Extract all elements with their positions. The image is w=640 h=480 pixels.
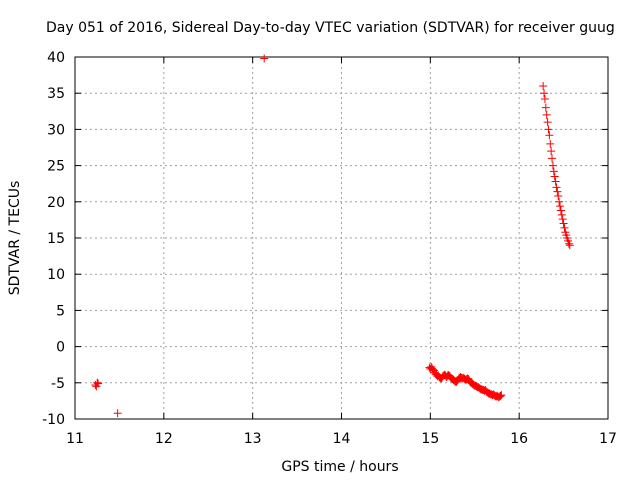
data-point	[540, 94, 549, 103]
y-tick-label: 15	[47, 231, 65, 247]
data-point	[93, 378, 102, 387]
y-tick-label: 30	[47, 122, 65, 138]
y-tick-label: 5	[56, 303, 65, 319]
data-point	[555, 197, 564, 206]
data-point	[497, 391, 506, 400]
data-point	[545, 131, 554, 140]
x-tick-label: 12	[155, 431, 173, 447]
data-point	[113, 409, 122, 418]
y-tick-label: 35	[47, 86, 65, 102]
data-point	[564, 239, 573, 248]
data-point	[557, 210, 566, 219]
y-tick-label: 25	[47, 159, 65, 175]
grid	[75, 57, 608, 419]
data-point	[552, 183, 561, 192]
x-tick-label: 15	[421, 431, 439, 447]
data-point	[550, 172, 559, 181]
data-point	[496, 391, 505, 400]
data-point	[495, 392, 504, 401]
data-point	[544, 125, 553, 134]
data-point	[549, 167, 558, 176]
chart-title: Day 051 of 2016, Sidereal Day-to-day VTE…	[46, 20, 615, 36]
y-tick-label: -10	[42, 412, 65, 428]
y-axis-label: SDTVAR / TECUs	[7, 181, 23, 296]
data-point	[548, 154, 557, 163]
data-point	[558, 215, 567, 224]
data-point	[547, 147, 556, 156]
data-point	[553, 187, 562, 196]
data-point	[542, 110, 551, 119]
data-point	[556, 206, 565, 215]
data-point	[540, 89, 549, 98]
data-point	[559, 219, 568, 228]
x-axis-label: GPS time / hours	[281, 459, 398, 475]
data-point	[548, 161, 557, 170]
data-point	[541, 103, 550, 112]
data-point	[565, 241, 574, 250]
y-tick-label: 10	[47, 267, 65, 283]
y-tick-label: 20	[47, 195, 65, 211]
data-point	[556, 202, 565, 211]
data-point	[260, 54, 269, 63]
x-tick-label: 17	[599, 431, 617, 447]
y-tick-label: 40	[47, 50, 65, 66]
data-points	[91, 54, 574, 418]
y-tick-label: -5	[51, 376, 65, 392]
data-point	[560, 223, 569, 232]
x-tick-label: 16	[510, 431, 528, 447]
data-point	[554, 192, 563, 201]
y-tick-label: 0	[56, 340, 65, 356]
axis-ticks: 11 12 13 14 15 16 17 -10 -5 0 5 10 15 20 25 30 35 40	[42, 50, 617, 447]
x-tick-label: 14	[333, 431, 351, 447]
x-tick-label: 11	[66, 431, 84, 447]
data-point	[539, 81, 548, 90]
x-tick-label: 13	[244, 431, 262, 447]
data-point	[546, 139, 555, 148]
data-point	[551, 177, 560, 186]
data-point	[94, 379, 103, 388]
data-point	[543, 118, 552, 127]
